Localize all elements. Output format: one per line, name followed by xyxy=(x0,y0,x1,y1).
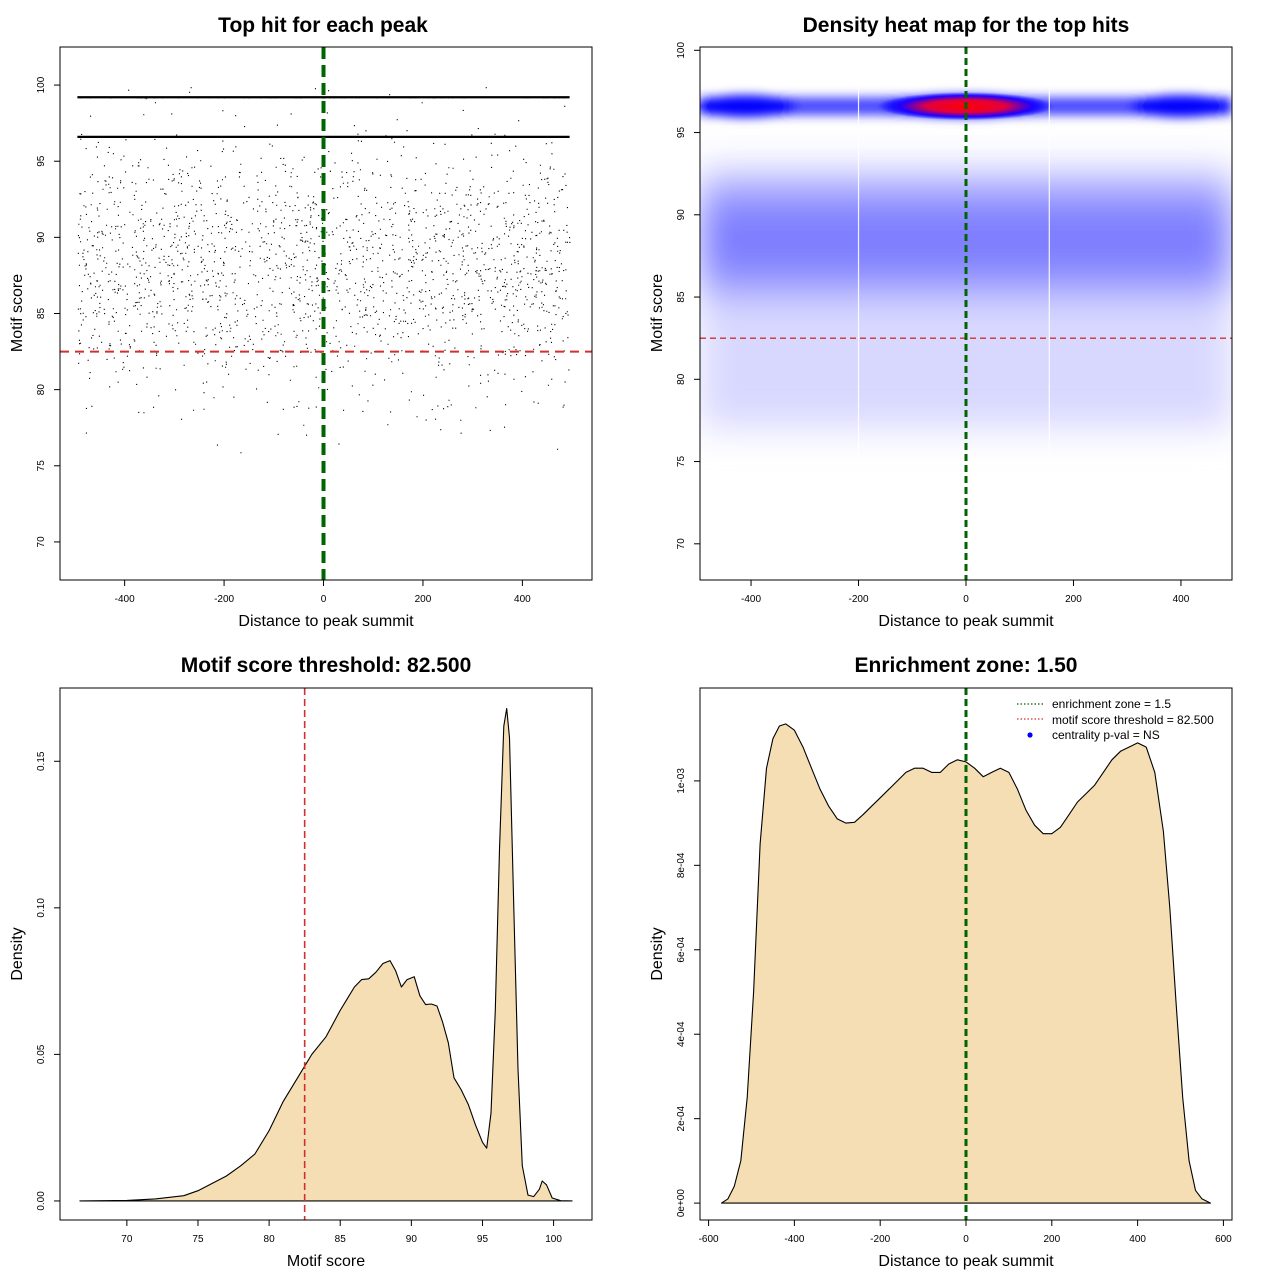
scatter-axes: -400 -200 0 200 400 70 75 80 85 90 95 100 xyxy=(36,76,531,605)
legend: enrichment zone = 1.5 motif score thresh… xyxy=(1017,697,1214,742)
heatmap-y-tick-label: 90 xyxy=(676,209,687,221)
distance-density-axes: -600 -400 -200 0 200 400 600 0e+00 2e-04 4e-04 6e-… xyxy=(676,768,1232,1245)
distance-density-y-tick-label: 1e-03 xyxy=(676,768,687,794)
distance-density-x-tick-label: 200 xyxy=(1043,1234,1060,1245)
scatter-x-tick-label: 400 xyxy=(514,594,531,605)
distance-density-x-tick-label: -600 xyxy=(699,1234,719,1245)
scatter-y-tick-label: 80 xyxy=(36,384,47,396)
heatmap-y-tick-label: 95 xyxy=(676,127,687,139)
scatter-x-tick-label: -200 xyxy=(214,594,234,605)
distance-density-x-tick-label: 400 xyxy=(1129,1234,1146,1245)
legend-threshold-label: motif score threshold = 82.500 xyxy=(1052,713,1214,727)
scatter-x-tick-label: 200 xyxy=(415,594,432,605)
heatmap-x-tick-label: -200 xyxy=(849,594,869,605)
distance-density-x-label: Distance to peak summit xyxy=(878,1253,1054,1270)
score-density-area xyxy=(79,707,573,1202)
scatter-y-label: Motif score xyxy=(9,274,26,352)
panel-heatmap: Density heat map for the top hits -400 -2… xyxy=(649,14,1233,630)
heatmap-y-tick-label: 80 xyxy=(676,373,687,385)
heatmap-x-tick-label: 400 xyxy=(1173,594,1190,605)
score-density-x-tick-label: 95 xyxy=(477,1234,489,1245)
heatmap-y-tick-label: 75 xyxy=(676,456,687,468)
scatter-x-label: Distance to peak summit xyxy=(238,613,414,630)
score-density-y-tick-label: 0.10 xyxy=(36,898,47,918)
heatmap-x-tick-label: 200 xyxy=(1065,594,1082,605)
heatmap-x-tick-label: -400 xyxy=(741,594,761,605)
score-density-x-tick-label: 70 xyxy=(121,1234,133,1245)
scatter-points xyxy=(77,87,571,454)
scatter-plot-frame xyxy=(59,46,593,581)
legend-centrality-dot xyxy=(1027,732,1033,738)
legend-enrichment-label: enrichment zone = 1.5 xyxy=(1052,697,1171,711)
score-density-x-tick-label: 75 xyxy=(192,1234,204,1245)
score-density-axes: 70 75 80 85 90 95 100 0.00 0.05 0.10 0.15 xyxy=(36,751,562,1245)
score-density-y-tick-label: 0.15 xyxy=(36,751,47,771)
heatmap-band-core xyxy=(1130,95,1231,118)
heatmap-density xyxy=(700,47,1232,580)
heatmap-x-label: Distance to peak summit xyxy=(878,613,1054,630)
heatmap-axes: -400 -200 0 200 400 70 75 80 85 90 95 100 xyxy=(676,42,1190,605)
panel-scatter: Top hit for each peak -400 -200 0 200 400 70 7… xyxy=(9,14,593,630)
distance-density-x-tick-label: -400 xyxy=(784,1234,804,1245)
heatmap-title: Density heat map for the top hits xyxy=(803,14,1130,37)
score-density-y-tick-label: 0.00 xyxy=(36,1191,47,1211)
score-density-y-tick-label: 0.05 xyxy=(36,1044,47,1064)
scatter-y-tick-label: 85 xyxy=(36,308,47,320)
scatter-y-tick-label: 70 xyxy=(36,536,47,548)
legend-centrality-label: centrality p-val = NS xyxy=(1052,728,1160,742)
distance-density-y-tick-label: 2e-04 xyxy=(676,1105,687,1131)
heatmap-y-tick-label: 70 xyxy=(676,538,687,550)
distance-density-y-tick-label: 6e-04 xyxy=(676,937,687,963)
scatter-y-tick-label: 95 xyxy=(36,155,47,167)
score-density-x-tick-label: 85 xyxy=(335,1234,347,1245)
score-density-x-tick-label: 80 xyxy=(264,1234,276,1245)
scatter-x-tick-label: 0 xyxy=(321,594,327,605)
scatter-y-tick-label: 90 xyxy=(36,231,47,243)
distance-density-y-label: Density xyxy=(649,927,666,980)
panel-distance-density: Enrichment zone: 1.50 -600 -400 -200 0 200 40… xyxy=(649,654,1233,1270)
heatmap-x-tick-label: 0 xyxy=(963,594,969,605)
score-density-title: Motif score threshold: 82.500 xyxy=(181,654,472,677)
scatter-y-tick-label: 75 xyxy=(36,460,47,472)
distance-density-x-tick-label: -200 xyxy=(870,1234,890,1245)
distance-density-title: Enrichment zone: 1.50 xyxy=(855,654,1078,677)
distance-density-y-tick-label: 4e-04 xyxy=(676,1021,687,1047)
score-density-x-label: Motif score xyxy=(287,1253,365,1270)
score-density-x-tick-label: 100 xyxy=(545,1234,562,1245)
heatmap-y-tick-label: 85 xyxy=(676,291,687,303)
panel-score-density: Motif score threshold: 82.500 70 75 80 85 90… xyxy=(9,654,593,1270)
score-density-y-label: Density xyxy=(9,927,26,980)
distance-density-y-tick-label: 8e-04 xyxy=(676,852,687,878)
heatmap-band-core xyxy=(700,95,796,118)
scatter-marks xyxy=(60,47,592,580)
heatmap-marks xyxy=(700,47,1232,580)
heatmap-broad-density xyxy=(700,165,1232,429)
scatter-y-tick-label: 100 xyxy=(36,76,47,93)
scatter-title: Top hit for each peak xyxy=(218,14,428,37)
distance-density-y-tick-label: 0e+00 xyxy=(676,1189,687,1218)
score-density-x-tick-label: 90 xyxy=(406,1234,418,1245)
scatter-x-tick-label: -400 xyxy=(115,594,135,605)
score-density-curve xyxy=(79,707,573,1202)
heatmap-y-tick-label: 100 xyxy=(676,42,687,59)
distance-density-x-tick-label: 0 xyxy=(963,1234,969,1245)
heatmap-y-label: Motif score xyxy=(649,274,666,352)
distance-density-x-tick-label: 600 xyxy=(1215,1234,1232,1245)
